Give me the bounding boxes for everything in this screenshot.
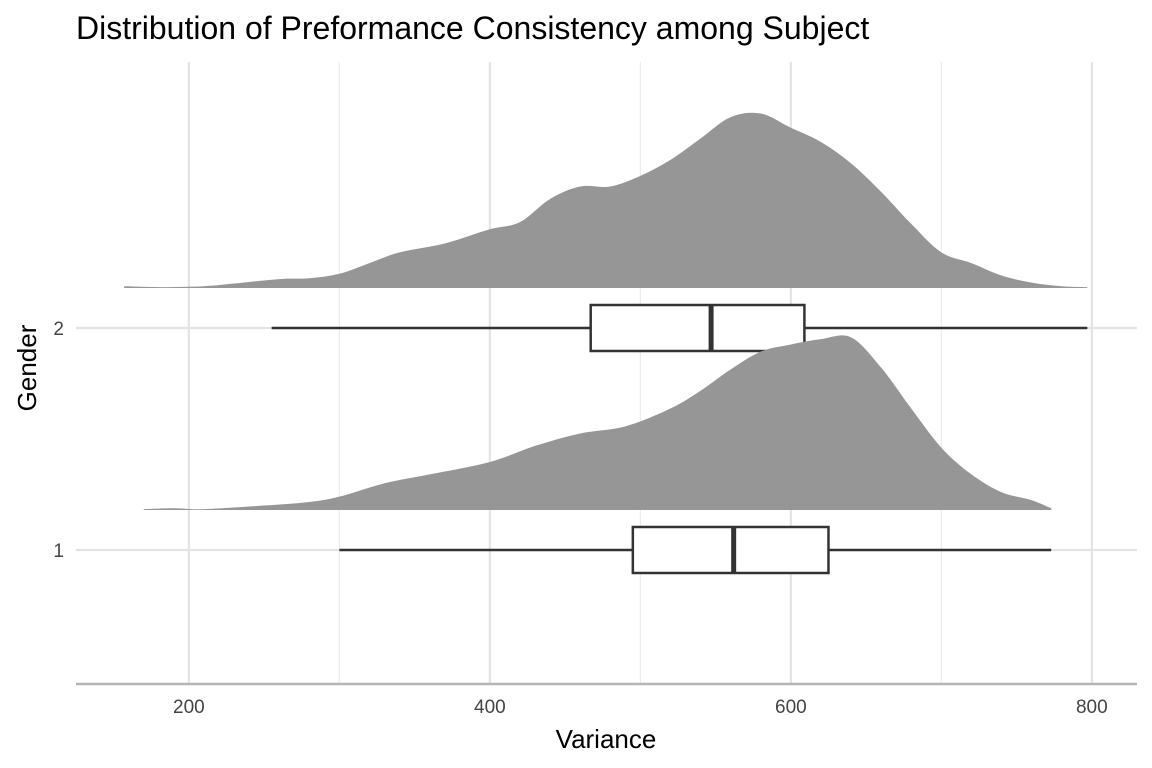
boxplot-2 [271,303,1088,353]
x-tick-label: 800 [1076,697,1108,718]
density-ridge-1 [143,335,1052,510]
ridges [124,112,1088,575]
y-tick-label: 2 [53,319,64,340]
chart-title: Distribution of Preformance Consistency … [76,10,869,46]
x-tick-label: 200 [173,697,205,718]
box-iqr [631,525,830,575]
x-tick-labels: 200 400 600 800 [173,697,1108,718]
y-tick-labels: 12 [53,319,64,562]
y-tick-label: 1 [53,541,64,562]
grid-lines [76,62,1137,684]
x-axis-title: Variance [556,724,657,754]
y-axis-title: Gender [12,324,42,411]
density-ridge-2 [124,112,1088,288]
x-tick-label: 600 [775,697,807,718]
boxplot-1 [339,525,1052,575]
box-iqr [589,303,806,353]
x-tick-label: 400 [474,697,506,718]
